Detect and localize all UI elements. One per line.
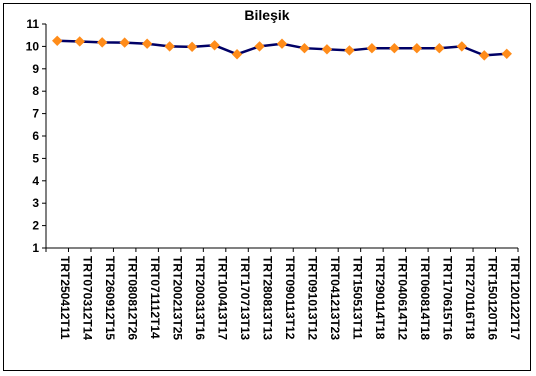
y-tick-label: 6 <box>32 129 39 143</box>
data-point <box>321 44 333 55</box>
x-tick-label: TRT200213T25 <box>171 256 185 340</box>
x-tick-label: TRT150513T11 <box>350 256 364 340</box>
data-point <box>299 42 310 54</box>
x-tick-label: TRT041213T23 <box>328 256 342 340</box>
y-tick-label: 5 <box>32 151 39 165</box>
data-point <box>434 42 445 54</box>
y-tick-label: 1 <box>32 241 39 255</box>
x-tick-label: TRT170713T13 <box>238 256 252 340</box>
data-point <box>254 41 265 52</box>
x-tick-label: TRT270116T18 <box>463 256 477 340</box>
x-tick-label: TRT091013T12 <box>305 256 319 340</box>
y-tick-label: 2 <box>32 219 39 233</box>
data-point <box>141 38 153 49</box>
y-tick-label: 7 <box>32 107 39 121</box>
data-point <box>231 49 243 60</box>
data-point <box>186 41 198 53</box>
data-point <box>52 35 63 47</box>
x-tick-label: TRT070312T14 <box>81 256 95 340</box>
y-tick-label: 4 <box>32 174 39 188</box>
data-point <box>74 36 85 47</box>
series-layer <box>52 35 512 61</box>
x-tick-label: TRT040614T12 <box>395 256 409 340</box>
data-point <box>164 41 175 52</box>
x-tick-label: TRT100413T17 <box>216 256 230 340</box>
data-point <box>411 42 423 54</box>
y-tick-label: 9 <box>32 62 39 76</box>
x-tick-label: TRT060814T18 <box>418 256 432 340</box>
y-tick-label: 10 <box>26 39 40 53</box>
y-tick-label: 8 <box>32 84 39 98</box>
data-point <box>479 50 490 61</box>
data-point <box>96 37 108 48</box>
x-tick-label: TRT250412T11 <box>58 256 72 340</box>
y-tick-label: 11 <box>26 17 39 31</box>
x-tick-label: TRT260912T15 <box>103 256 117 340</box>
data-point <box>366 42 378 54</box>
y-tick-label: 3 <box>32 196 39 210</box>
x-tick-label: TRT280813T13 <box>261 256 275 340</box>
x-tick-label: TRT200313T16 <box>193 256 207 340</box>
x-tick-label: TRT120122T17 <box>508 256 522 340</box>
data-point <box>456 41 468 52</box>
data-point <box>119 37 130 48</box>
x-tick-label: TRT071112T14 <box>148 256 162 339</box>
x-tick-label: TRT290114T18 <box>373 256 387 340</box>
chart-title: Bileşik <box>244 7 289 23</box>
y-axis: 1 2 3 4 5 6 7 8 9 10 11 <box>26 17 47 255</box>
chart-frame: Bileşik 1 2 3 4 5 6 7 8 9 10 11 TRT250412T11 TRT070… <box>3 3 531 371</box>
x-tick-label: TRT090113T12 <box>283 256 297 340</box>
x-tick-label: TRT080812T26 <box>126 256 140 340</box>
line-chart: Bileşik 1 2 3 4 5 6 7 8 9 10 11 TRT250412T11 TRT070… <box>26 7 522 340</box>
data-point <box>344 45 355 56</box>
data-point <box>501 48 512 59</box>
x-axis: TRT250412T11 TRT070312T14 TRT260912T15 TRT0… <box>45 247 522 340</box>
data-point <box>209 40 220 51</box>
x-tick-label: TRT150120T16 <box>485 256 499 340</box>
data-point <box>276 38 288 49</box>
data-point <box>389 42 400 54</box>
x-tick-label: TRT170615T16 <box>440 256 454 340</box>
